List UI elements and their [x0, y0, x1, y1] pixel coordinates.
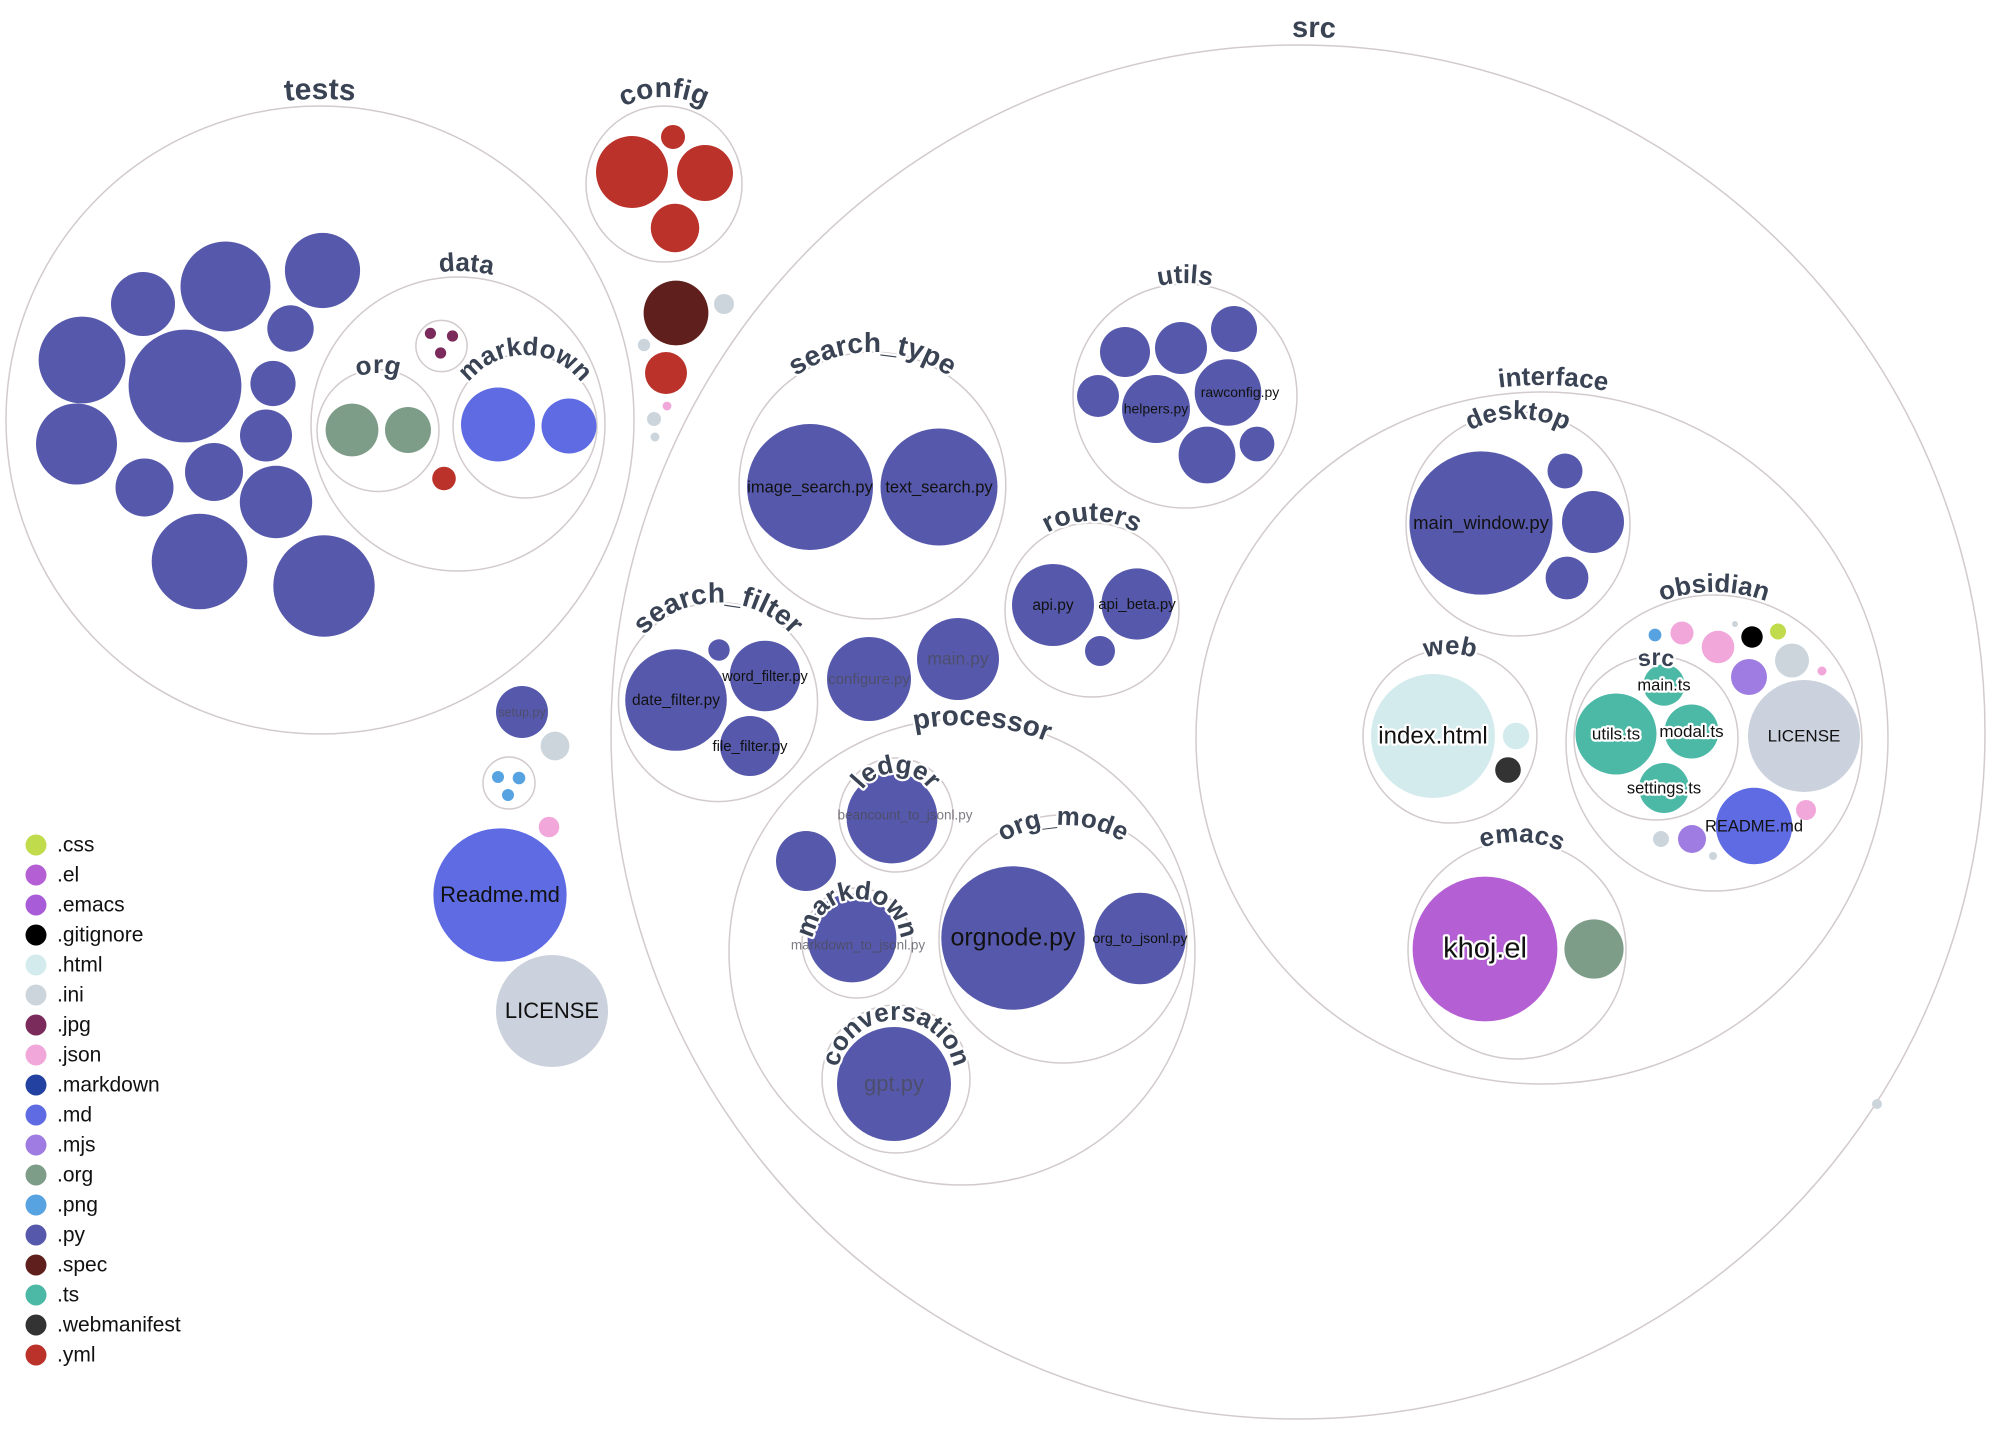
svg-text:index.html: index.html	[1378, 722, 1487, 749]
svg-text:rawconfig.py: rawconfig.py	[1201, 384, 1280, 400]
svg-text:settings.ts: settings.ts	[1627, 779, 1701, 797]
svg-text:.el: .el	[57, 864, 79, 887]
svg-text:main_window.py: main_window.py	[1413, 512, 1549, 534]
svg-text:.jpg: .jpg	[57, 1014, 91, 1037]
svg-text:.json: .json	[57, 1044, 101, 1067]
svg-text:.html: .html	[57, 954, 103, 977]
svg-text:gpt.py: gpt.py	[864, 1071, 924, 1096]
svg-text:api_beta.py: api_beta.py	[1098, 596, 1176, 613]
svg-text:.md: .md	[57, 1104, 92, 1127]
svg-text:Readme.md: Readme.md	[440, 882, 560, 907]
svg-text:data: data	[438, 247, 498, 281]
svg-text:README.md: README.md	[1705, 817, 1803, 835]
svg-text:org: org	[352, 349, 404, 382]
svg-text:.webmanifest: .webmanifest	[57, 1314, 181, 1337]
svg-text:src: src	[1292, 12, 1337, 45]
svg-text:.spec: .spec	[57, 1254, 107, 1277]
svg-text:.markdown: .markdown	[57, 1074, 160, 1097]
svg-text:setup.py: setup.py	[498, 705, 546, 719]
svg-text:image_search.py: image_search.py	[747, 478, 873, 496]
svg-text:.py: .py	[57, 1224, 86, 1247]
svg-text:org_to_jsonl.py: org_to_jsonl.py	[1093, 930, 1188, 946]
svg-text:.png: .png	[57, 1194, 98, 1217]
svg-text:.org: .org	[57, 1164, 93, 1187]
svg-text:.yml: .yml	[57, 1344, 96, 1367]
svg-text:api.py: api.py	[1032, 597, 1074, 614]
svg-text:.gitignore: .gitignore	[57, 924, 143, 947]
svg-text:configure.py: configure.py	[828, 671, 910, 688]
svg-text:main.py: main.py	[927, 649, 989, 669]
svg-text:.ini: .ini	[57, 984, 84, 1007]
svg-text:.emacs: .emacs	[57, 894, 125, 917]
svg-text:markdown_to_jsonl.py: markdown_to_jsonl.py	[791, 938, 926, 953]
svg-text:web: web	[1420, 630, 1480, 664]
svg-text:khoj.el: khoj.el	[1443, 933, 1527, 965]
svg-text:main.ts: main.ts	[1637, 676, 1690, 694]
svg-text:modal.ts: modal.ts	[1659, 722, 1723, 741]
svg-text:.mjs: .mjs	[57, 1134, 96, 1157]
svg-text:beancount_to_jsonl.py: beancount_to_jsonl.py	[837, 808, 972, 823]
svg-text:file_filter.py: file_filter.py	[712, 738, 788, 755]
svg-text:text_search.py: text_search.py	[885, 478, 993, 496]
svg-text:orgnode.py: orgnode.py	[950, 924, 1076, 952]
svg-text:utils.ts: utils.ts	[1592, 724, 1640, 743]
svg-text:.ts: .ts	[57, 1284, 79, 1307]
svg-text:date_filter.py: date_filter.py	[632, 692, 720, 709]
svg-text:src: src	[1636, 644, 1677, 672]
svg-text:.css: .css	[57, 834, 94, 857]
svg-text:LICENSE: LICENSE	[1768, 726, 1841, 745]
svg-text:word_filter.py: word_filter.py	[721, 669, 808, 685]
svg-text:utils: utils	[1155, 259, 1216, 292]
svg-text:LICENSE: LICENSE	[505, 998, 599, 1023]
svg-text:helpers.py: helpers.py	[1124, 401, 1189, 417]
